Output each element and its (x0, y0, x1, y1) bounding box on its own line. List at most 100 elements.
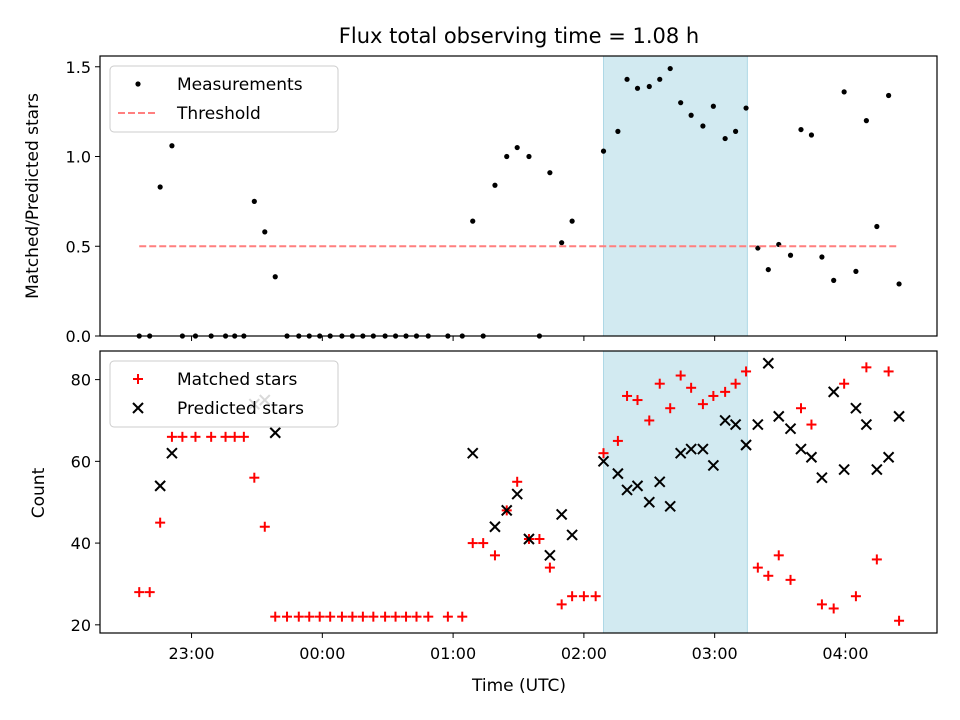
y-tick-label-0-1: 0.5 (66, 237, 91, 256)
data-point-1-0-53 (730, 378, 741, 389)
data-point-1-1-34 (827, 386, 840, 398)
y-tick-label-0-0: 0.0 (66, 327, 91, 346)
data-point-1-0-10 (249, 472, 260, 483)
y-tick-label-0-2: 1.0 (66, 148, 91, 167)
data-point-0-0-59 (819, 254, 825, 260)
bottom-panel: 20 40 60 80 23:00 00:00 01:00 02:00 03:00 04:00 C… (29, 350, 938, 663)
y-tick-label-1-3: 80 (71, 371, 91, 390)
data-point-0-0-37 (559, 240, 565, 246)
data-point-1-0-19 (347, 611, 358, 622)
data-point-1-0-22 (380, 611, 391, 622)
series-0-0 (136, 65, 902, 339)
data-point-1-0-15 (304, 611, 315, 622)
data-point-0-0-46 (678, 100, 684, 106)
data-point-1-1-36 (850, 402, 862, 414)
data-point-1-1-12 (566, 529, 578, 541)
data-point-1-0-68 (894, 615, 905, 626)
data-point-1-0-38 (567, 591, 578, 602)
data-point-1-0-24 (401, 611, 412, 622)
data-point-1-0-50 (697, 399, 708, 410)
data-point-1-1-13 (597, 455, 610, 468)
data-point-1-1-6 (489, 521, 501, 533)
data-point-1-0-61 (816, 599, 827, 610)
data-point-1-1-16 (631, 480, 644, 492)
data-point-1-1-39 (882, 451, 895, 463)
y-tick-label-1-2: 60 (71, 452, 91, 471)
data-point-1-1-4 (269, 427, 281, 439)
data-point-1-0-17 (325, 611, 336, 622)
data-point-0-0-61 (841, 89, 847, 95)
data-point-1-0-45 (644, 415, 655, 426)
data-point-1-0-66 (871, 554, 882, 565)
data-point-1-1-30 (784, 422, 797, 435)
legend-label-1-0: Matched stars (177, 370, 297, 390)
data-point-1-0-27 (442, 611, 453, 622)
data-point-1-0-41 (598, 448, 609, 459)
data-point-1-0-35 (534, 534, 545, 544)
data-point-0-0-36 (547, 170, 553, 176)
y-tick-label-1-1: 40 (71, 534, 91, 553)
data-point-1-0-20 (357, 611, 368, 622)
series-1-1 (154, 357, 905, 562)
panel-frame-1 (99, 350, 938, 634)
data-point-1-0-11 (259, 521, 270, 532)
data-point-1-1-20 (674, 447, 687, 459)
data-point-0-0-48 (700, 123, 706, 129)
data-point-0-0-57 (798, 126, 804, 133)
data-point-1-0-12 (270, 611, 281, 622)
data-point-1-0-25 (411, 611, 422, 622)
data-point-1-0-8 (229, 431, 240, 442)
data-point-1-0-7 (220, 431, 231, 442)
x-tick-label-3: 02:00 (561, 644, 607, 663)
data-point-0-0-11 (262, 229, 268, 235)
data-point-1-1-18 (654, 476, 666, 488)
data-point-1-0-54 (741, 366, 752, 377)
data-point-1-1-28 (762, 357, 774, 369)
data-point-0-0-34 (526, 153, 532, 160)
data-point-1-0-23 (390, 611, 401, 622)
data-point-1-1-5 (467, 447, 479, 459)
data-point-1-1-1 (166, 447, 178, 459)
data-point-0-0-10 (251, 198, 257, 204)
data-point-1-0-4 (177, 431, 188, 442)
data-point-1-1-29 (773, 410, 785, 423)
x-tick-label-0: 23:00 (168, 644, 214, 663)
data-point-1-0-13 (282, 611, 293, 622)
data-point-1-0-43 (622, 390, 633, 401)
top-panel: 0.0 0.5 1.0 1.5 Matched/Predicted stars Mea… (23, 55, 938, 346)
data-point-1-0-18 (336, 611, 347, 622)
data-point-1-1-8 (511, 488, 523, 500)
data-point-1-0-51 (708, 390, 719, 401)
data-point-1-0-47 (665, 403, 676, 414)
data-point-1-0-58 (785, 574, 796, 585)
data-point-1-1-11 (555, 508, 568, 521)
top-panel-legend: Measurements Threshold (109, 65, 339, 133)
data-point-0-0-53 (755, 245, 761, 251)
data-point-0-0-12 (272, 274, 278, 280)
data-point-0-0-42 (634, 85, 641, 91)
data-point-1-0-16 (314, 611, 325, 622)
data-point-1-1-19 (664, 500, 676, 513)
x-tick-label-1: 00:00 (299, 644, 345, 663)
data-point-0-0-45 (667, 65, 673, 72)
data-point-1-1-15 (621, 484, 633, 496)
data-point-1-1-24 (719, 414, 731, 427)
data-point-1-0-62 (828, 603, 839, 614)
data-point-1-1-22 (697, 443, 709, 455)
data-point-0-0-66 (896, 281, 902, 287)
chart-title: Flux total observing time = 1.08 h (339, 24, 699, 48)
data-point-1-0-56 (763, 570, 774, 581)
data-point-0-0-49 (710, 103, 716, 109)
bottom-panel-legend: Matched stars Predicted stars (109, 360, 339, 428)
data-point-1-0-36 (544, 562, 555, 573)
data-point-1-0-67 (883, 366, 894, 377)
data-point-1-1-21 (685, 443, 697, 455)
data-point-1-0-26 (423, 611, 434, 622)
data-point-1-1-37 (860, 418, 873, 431)
data-point-1-0-59 (795, 403, 806, 414)
data-point-1-0-52 (720, 386, 731, 397)
data-point-0-0-63 (863, 118, 869, 124)
data-point-1-1-25 (729, 418, 742, 431)
data-point-1-0-37 (556, 599, 567, 610)
